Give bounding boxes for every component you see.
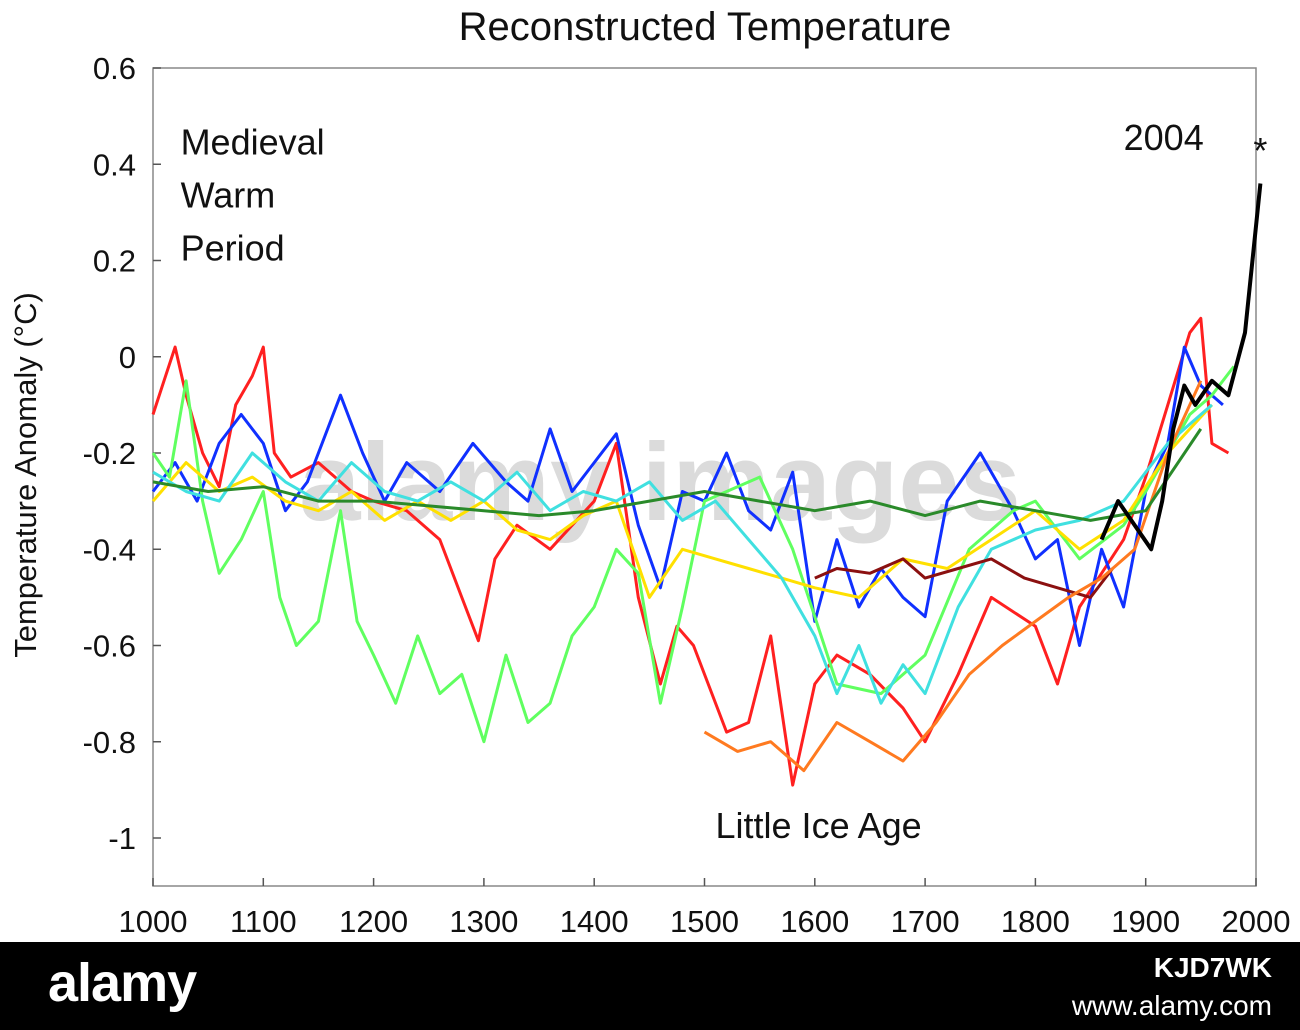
y-tick-label: -0.2 [83, 436, 136, 471]
series-line-0 [151, 316, 1230, 787]
y-tick-label: -1 [108, 821, 136, 856]
x-tick-label: 1500 [670, 904, 739, 939]
y-tick-label: 0.6 [93, 51, 136, 86]
chart-figure: Reconstructed Temperature Temperature An… [8, 5, 1291, 939]
x-tick-label: 1300 [449, 904, 518, 939]
site-url: www.alamy.com [1071, 990, 1272, 1021]
annotations: Medieval Warm Period Little Ice Age 2004 * [181, 117, 1268, 846]
y-tick-label: 0.2 [93, 244, 136, 279]
y-tick-label: -0.8 [83, 725, 136, 760]
image-id: KJD7WK [1153, 952, 1272, 983]
y-axis-label: Temperature Anomaly (°C) [8, 292, 43, 658]
x-tick-label: 1100 [230, 904, 297, 939]
x-tick-label: 1900 [1111, 904, 1180, 939]
series-line-5 [814, 557, 1114, 599]
annotation-0: Medieval [181, 122, 325, 163]
chart-title: Reconstructed Temperature [459, 5, 952, 49]
watermark: alamy images [299, 421, 1021, 544]
x-tick-label: 2000 [1222, 904, 1291, 939]
series-line-6 [703, 380, 1203, 773]
year-marker-star: * [1253, 130, 1267, 171]
annotation-4: 2004 [1124, 117, 1204, 158]
axis-ticks: 1000 1100 1200 1300 1400 1500 1600 1700 1800 1900… [83, 51, 1291, 939]
annotation-2: Period [181, 228, 285, 269]
series-line-3 [151, 403, 1214, 599]
x-tick-label: 1600 [780, 904, 849, 939]
series-line-2 [151, 365, 1236, 744]
annotation-3: Little Ice Age [716, 805, 922, 846]
brand-logo: alamy [48, 953, 197, 1013]
x-tick-label: 1700 [891, 904, 960, 939]
series-line-4 [152, 403, 1213, 705]
y-tick-label: -0.6 [83, 629, 136, 664]
annotation-1: Warm [181, 175, 276, 216]
series-line-7 [152, 428, 1203, 522]
series-line-8 [1099, 183, 1263, 552]
y-tick-label: 0.4 [93, 147, 136, 182]
x-tick-label: 1400 [560, 904, 629, 939]
x-tick-label: 1800 [1001, 904, 1070, 939]
stock-footer: alamy KJD7WK www.alamy.com [0, 942, 1300, 1030]
data-series [151, 183, 1263, 787]
x-tick-label: 1200 [339, 904, 408, 939]
temperature-chart: Reconstructed Temperature Temperature An… [8, 5, 1291, 939]
y-tick-label: 0 [119, 340, 136, 375]
footer-meta: KJD7WK www.alamy.com [1072, 952, 1272, 1022]
y-tick-label: -0.4 [83, 532, 136, 567]
x-tick-label: 1000 [119, 904, 188, 939]
